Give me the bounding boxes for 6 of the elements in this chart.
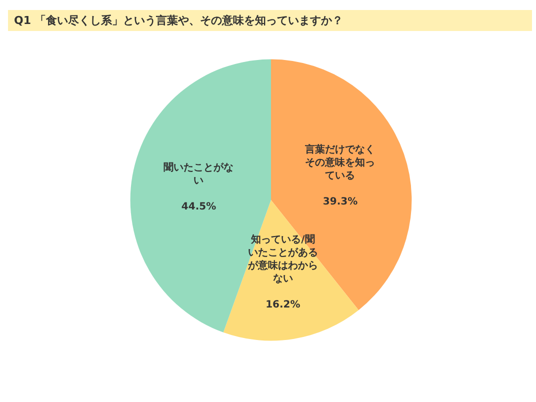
data-label: 44.5%	[181, 201, 216, 212]
slice-label: 聞いたことがない	[164, 161, 234, 186]
data-label: 16.2%	[266, 299, 300, 310]
data-label: 39.3%	[322, 196, 358, 208]
chart-title: Q1 「食い尽くし系」という言葉や、その意味を知っていますか？	[8, 10, 532, 31]
slice-label: 言葉だけでなくその意味を知っている	[304, 143, 376, 182]
